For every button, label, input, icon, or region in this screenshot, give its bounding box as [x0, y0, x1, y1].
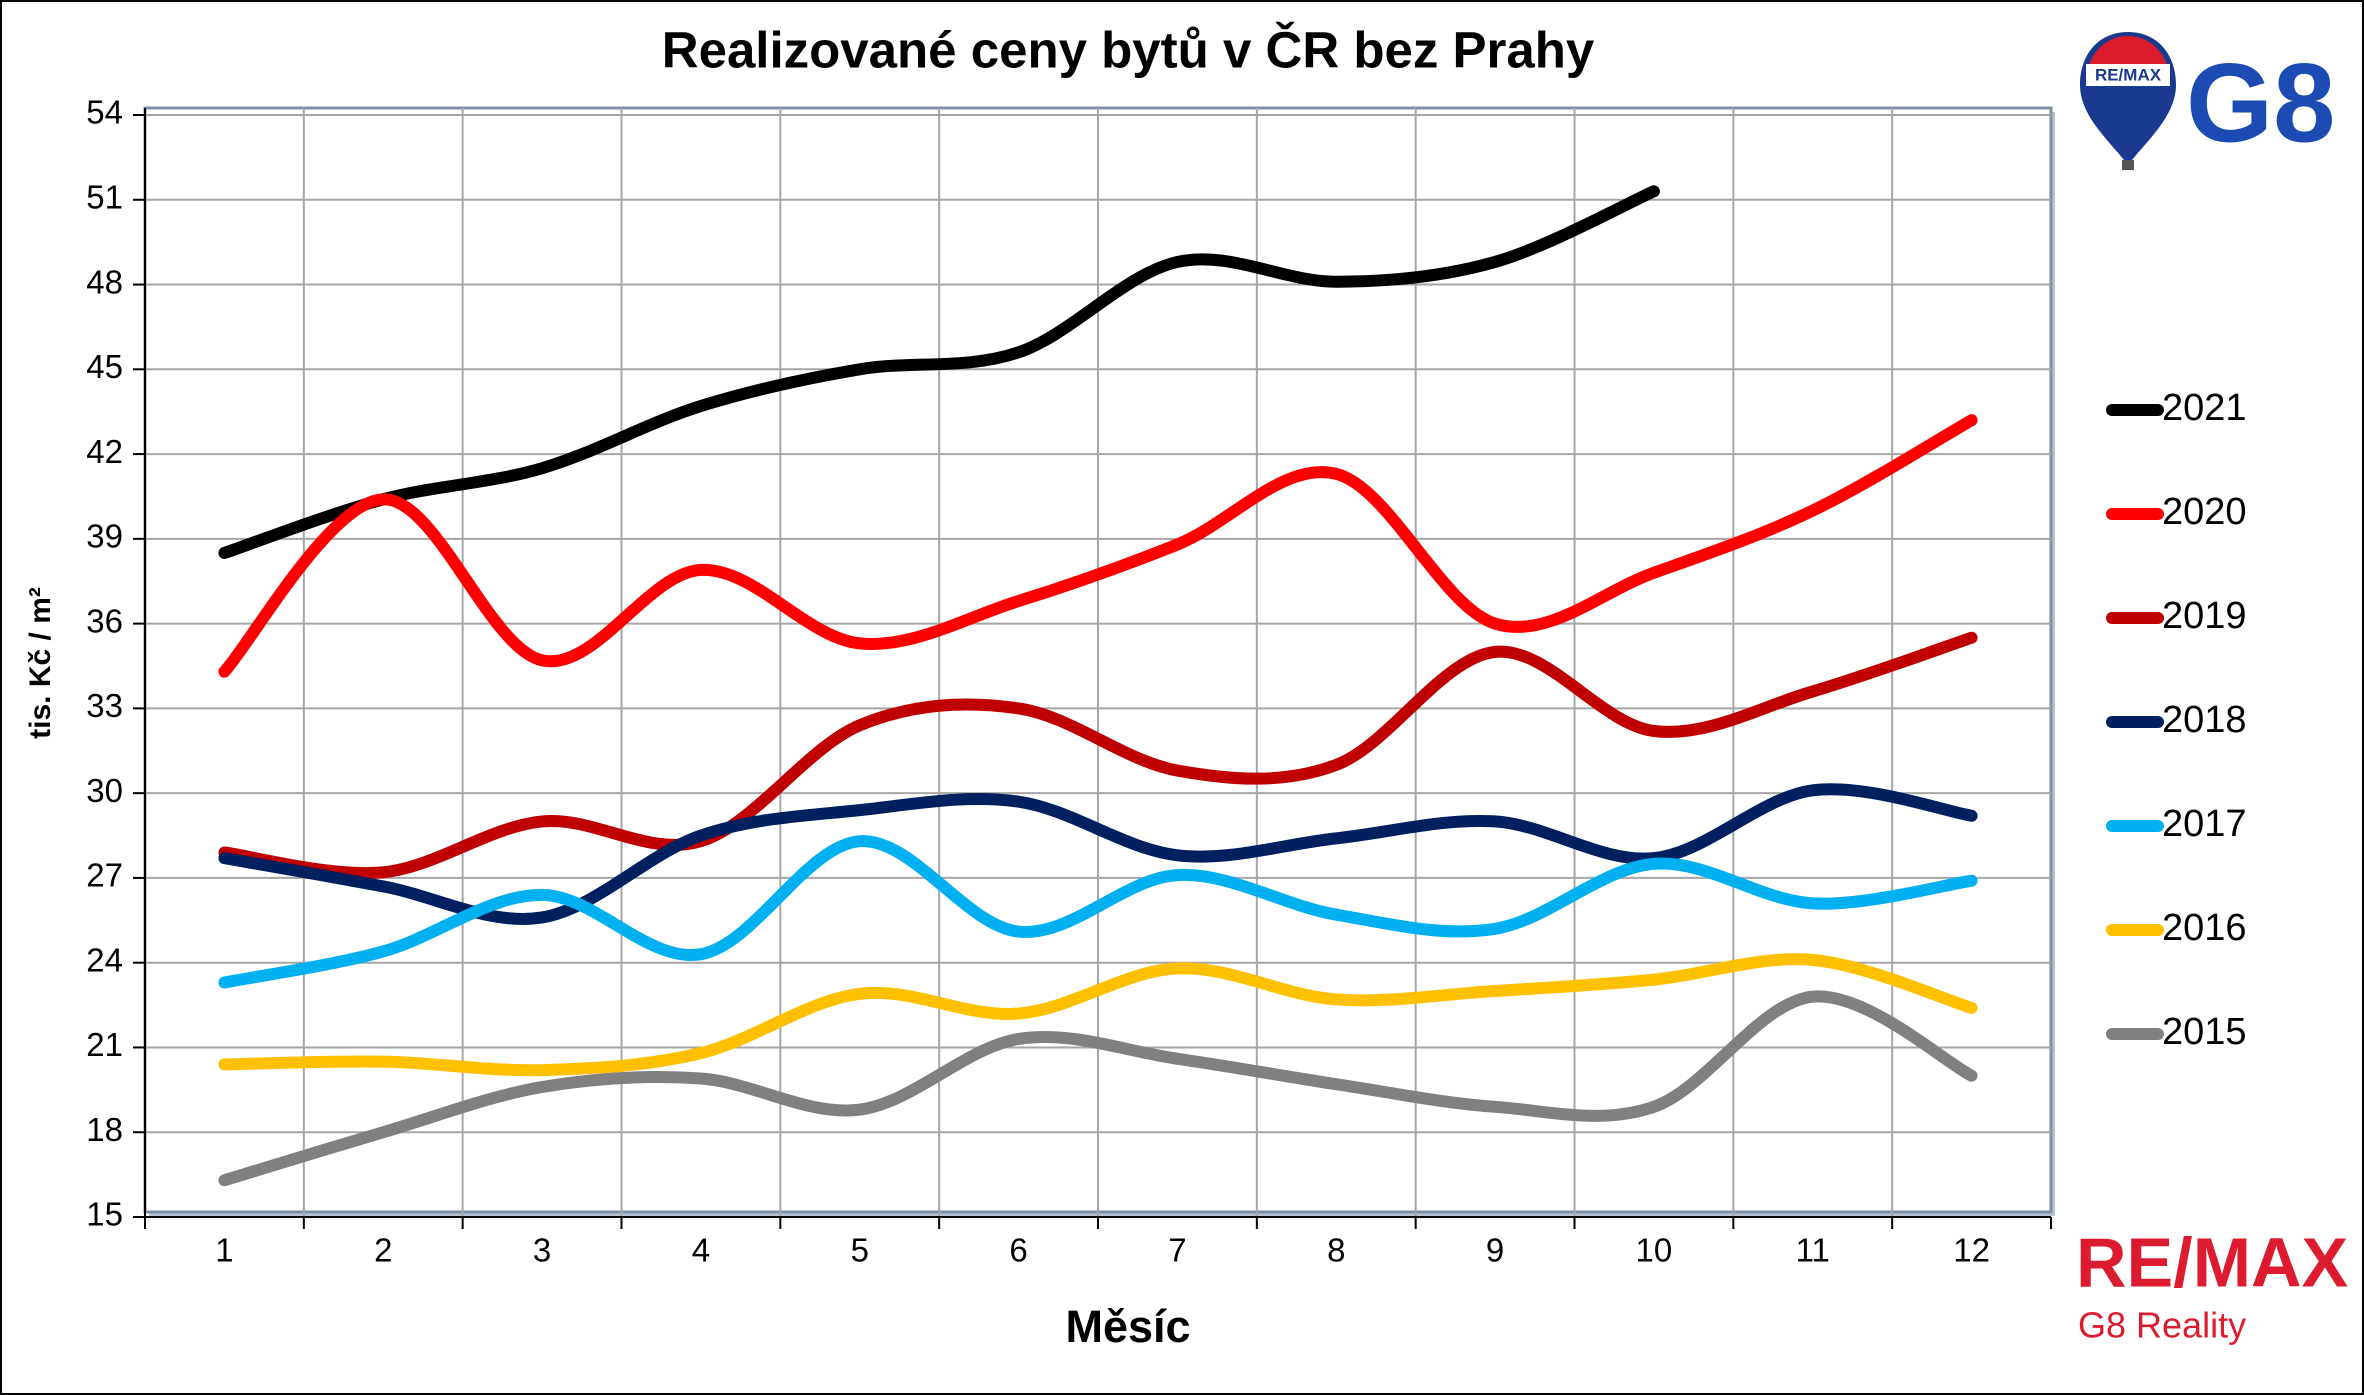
y-tick-label: 33	[86, 687, 123, 724]
series-line	[218, 414, 1978, 678]
series-line	[218, 783, 1978, 925]
x-tick-label: 9	[1486, 1232, 1504, 1269]
legend-label: 2017	[2162, 803, 2247, 845]
legend-label: 2018	[2162, 699, 2247, 741]
y-tick-label: 27	[86, 857, 123, 894]
office-name: G8 Reality	[2078, 1305, 2246, 1346]
y-tick-label: 18	[86, 1111, 123, 1148]
series-line	[218, 185, 1660, 559]
y-tick-label: 21	[86, 1026, 123, 1063]
g8-logo: G8	[2186, 41, 2335, 166]
x-tick-label: 2	[374, 1232, 392, 1269]
legend-label: 2015	[2162, 1011, 2247, 1053]
balloon-text: RE/MAX	[2095, 65, 2162, 84]
balloon-logo: RE/MAX	[2080, 32, 2176, 170]
y-tick-label: 15	[86, 1196, 123, 1233]
legend-label: 2019	[2162, 595, 2247, 637]
x-tick-label: 3	[533, 1232, 551, 1269]
series-line	[218, 953, 1978, 1077]
y-tick-label: 39	[86, 518, 123, 555]
series-line	[218, 835, 1978, 989]
legend-label: 2020	[2162, 491, 2247, 533]
y-tick-label: 45	[86, 348, 123, 385]
y-tick-label: 51	[86, 178, 123, 215]
y-tick-label: 24	[86, 941, 123, 978]
legend-label: 2016	[2162, 907, 2247, 949]
x-tick-label: 4	[692, 1232, 710, 1269]
y-axis-label: tis. Kč / m²	[24, 587, 57, 739]
x-tick-label: 5	[851, 1232, 869, 1269]
x-tick-label: 7	[1168, 1232, 1186, 1269]
x-tick-label: 11	[1796, 1232, 1830, 1269]
x-tick-label: 10	[1636, 1232, 1673, 1269]
chart-title: Realizované ceny bytů v ČR bez Prahy	[662, 20, 1595, 78]
x-tick-label: 12	[1953, 1232, 1990, 1269]
x-tick-label: 1	[215, 1232, 233, 1269]
series-line	[218, 631, 1978, 880]
y-tick-label: 36	[86, 602, 123, 639]
brand-logo: RE/MAX	[2076, 1223, 2349, 1301]
y-tick-label: 48	[86, 263, 123, 300]
x-tick-label: 8	[1327, 1232, 1345, 1269]
y-tick-label: 42	[86, 433, 123, 470]
series-line	[218, 990, 1978, 1187]
y-tick-label: 30	[86, 772, 123, 809]
y-tick-label: 54	[86, 94, 123, 131]
x-axis-label: Měsíc	[1065, 1301, 1190, 1352]
basket	[2122, 160, 2134, 170]
x-tick-label: 6	[1009, 1232, 1027, 1269]
balloon-band	[2086, 64, 2170, 86]
legend-label: 2021	[2162, 387, 2247, 429]
